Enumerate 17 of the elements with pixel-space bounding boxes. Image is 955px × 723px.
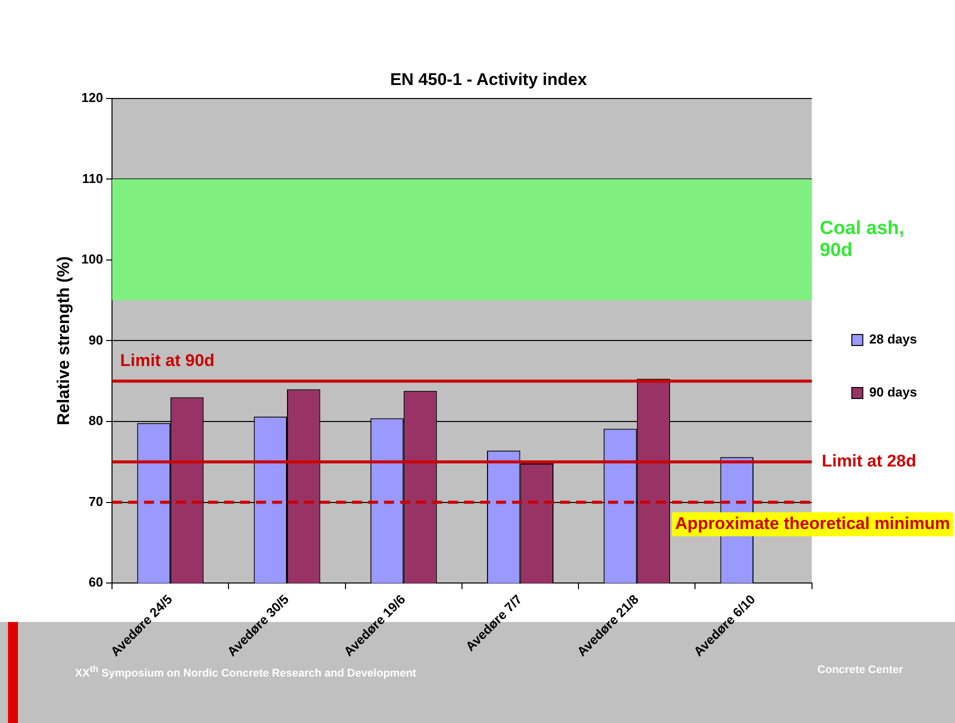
y-axis-title: Relative strength (%): [54, 256, 73, 426]
y-tick-label: 110: [82, 170, 104, 186]
y-tick-label: 100: [81, 252, 104, 267]
text: XX$^{th}$ Symposium on Nordic Concrete Research and Development: [75, 664, 416, 680]
y-tick-label: 80: [88, 413, 104, 428]
ref-line-label: Approximate theoretical minimum: [675, 514, 950, 533]
chart-title: EN 450-1 - Activity index: [390, 70, 588, 89]
y-tick-label: 120: [81, 90, 104, 105]
legend-label: 90 days: [869, 384, 917, 400]
ref-line-label: Limit at 28d: [822, 452, 916, 471]
legend-label: 28 days: [869, 332, 917, 347]
ref-line-label: Limit at 90d: [120, 350, 215, 370]
band-label: Coal ash, 90d: [820, 218, 904, 261]
y-tick-label: 90: [88, 332, 104, 348]
text: Concrete Center: [817, 664, 903, 676]
y-tick-label: 70: [88, 494, 104, 509]
y-tick-label: 60: [88, 574, 104, 590]
